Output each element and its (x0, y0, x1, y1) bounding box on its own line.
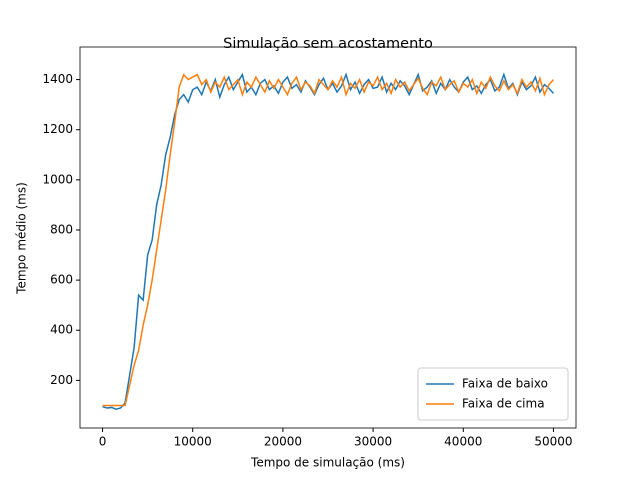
x-tick-label: 50000 (534, 435, 572, 449)
y-tick-label: 1000 (42, 172, 73, 186)
y-axis-label: Tempo médio (ms) (15, 182, 29, 295)
plot-frame (79, 46, 577, 429)
legend-label: Faixa de cima (462, 397, 545, 411)
x-tick-label: 10000 (174, 435, 212, 449)
y-tick-label: 1200 (42, 122, 73, 136)
series-line (102, 73, 555, 407)
y-tick-label: 800 (50, 222, 73, 236)
x-tick-label: 40000 (444, 435, 482, 449)
y-tick-label: 200 (50, 373, 73, 387)
series-line (102, 72, 555, 410)
chart-title: Simulação sem acostamento (223, 36, 433, 52)
x-tick-label: 30000 (354, 435, 392, 449)
y-tick-label: 600 (50, 273, 73, 287)
legend-box (417, 367, 569, 421)
x-axis-label: Tempo de simulação (ms) (250, 456, 405, 470)
x-tick-label: 20000 (264, 435, 302, 449)
x-tick-label: 0 (99, 435, 107, 449)
y-tick-label: 1400 (42, 72, 73, 86)
y-tick-label: 400 (50, 323, 73, 337)
legend-label: Faixa de baixo (462, 377, 548, 391)
